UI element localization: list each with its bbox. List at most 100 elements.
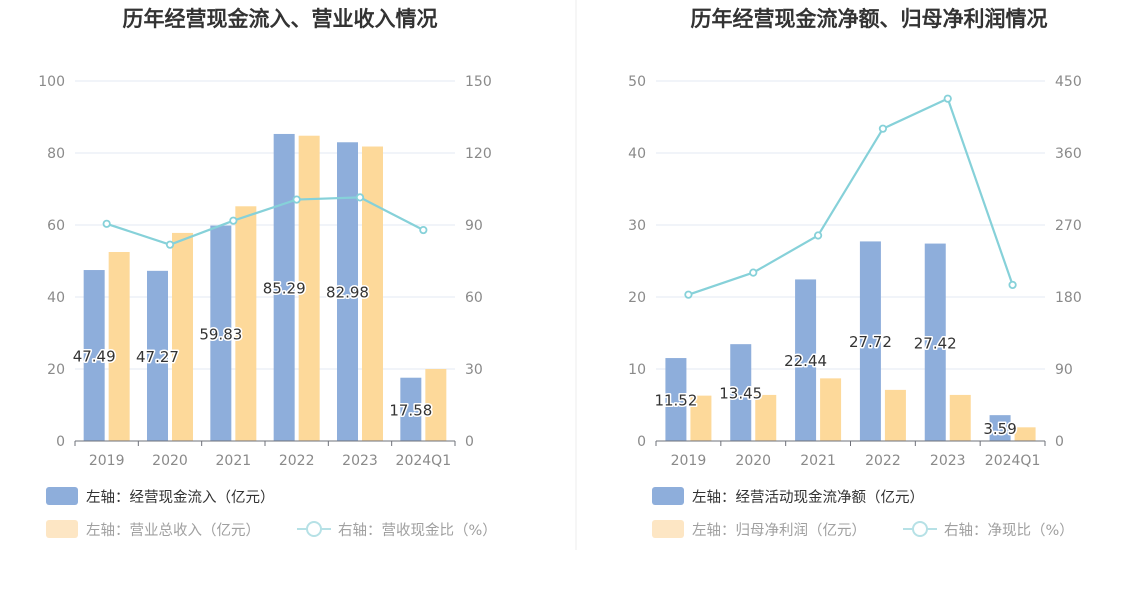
bar-primary	[147, 270, 168, 441]
y-right-tick-label: 450	[1055, 74, 1082, 90]
y-left-tick-label: 20	[628, 290, 646, 306]
ratio-point	[749, 268, 758, 277]
x-tick-label: 2021	[800, 453, 836, 469]
data-label: 59.83	[199, 325, 242, 343]
legend-label-ratio[interactable]: 右轴：净现比（%）	[944, 522, 1074, 539]
chart-title: 历年经营现金流净额、归母净利润情况	[691, 7, 1048, 31]
x-tick-label: 2022	[865, 453, 901, 469]
ratio-point	[292, 195, 301, 204]
x-tick-label: 2020	[735, 453, 771, 469]
data-label: 85.29	[263, 279, 306, 297]
legend-swatch-net-cashflow[interactable]	[652, 487, 684, 505]
ratio-point	[684, 290, 693, 299]
y-right-tick-label: 0	[465, 434, 474, 450]
data-label: 47.49	[73, 348, 116, 366]
ratio-point	[1008, 280, 1017, 290]
x-tick-label: 2021	[216, 453, 252, 469]
x-tick-label: 2019	[671, 453, 707, 469]
bar-primary	[730, 344, 752, 441]
legend-label-net-profit[interactable]: 左轴：归母净利润（亿元）	[692, 522, 866, 539]
bar-secondary	[690, 395, 712, 441]
y-right-tick-label: 270	[1055, 218, 1082, 234]
chart-cash-inflow-revenue: 历年经营现金流入、营业收入情况 0 0 20 30 40 60 60 90 80 120 100 15…	[38, 7, 497, 539]
data-labels: 11.52 13.45 22.44 27.72 27.42 3.59	[653, 332, 1018, 440]
x-tick-label: 2024Q1	[985, 453, 1041, 469]
y-left-tick-label: 30	[628, 218, 646, 234]
y-left-tick-label: 100	[38, 74, 65, 90]
bar-secondary	[298, 135, 320, 441]
legend-swatch-cash-inflow[interactable]	[46, 487, 78, 505]
legend-swatch-net-profit[interactable]	[652, 520, 684, 538]
y-left-tick-label: 60	[47, 218, 65, 234]
bar-primary	[400, 377, 422, 441]
bar-primary	[924, 243, 946, 441]
legend-marker-ratio-icon[interactable]	[912, 521, 928, 537]
axes: 0 0 20 30 40 60 60 90 80 120 100 150 2019 2020 2021 202…	[38, 74, 491, 469]
ratio-point	[229, 216, 238, 225]
chart-title: 历年经营现金流入、营业收入情况	[123, 7, 438, 31]
bar-secondary	[425, 369, 447, 441]
bar-secondary	[235, 206, 257, 441]
ratio-point	[878, 124, 888, 133]
data-label: 17.58	[389, 401, 432, 419]
bar-secondary	[108, 252, 130, 441]
y-right-tick-label: 360	[1055, 146, 1082, 162]
y-left-tick-label: 20	[47, 362, 65, 378]
y-left-tick-label: 40	[47, 290, 65, 306]
legend: 左轴：经营现金流入（亿元） 左轴：营业总收入（亿元） 右轴：营收现金比（%）	[46, 487, 497, 539]
data-label: 27.42	[914, 334, 957, 352]
legend-label-cash-inflow[interactable]: 左轴：经营现金流入（亿元）	[86, 489, 275, 506]
y-left-tick-label: 0	[637, 434, 646, 450]
y-right-tick-label: 60	[465, 290, 483, 306]
bar-primary	[210, 225, 232, 441]
ratio-point	[813, 231, 823, 240]
ratio-line	[684, 94, 1017, 299]
y-right-tick-label: 150	[465, 74, 492, 90]
grid	[656, 80, 1045, 370]
bar-primary	[795, 279, 817, 441]
ratio-point	[419, 225, 428, 235]
bar-primary	[83, 270, 105, 441]
data-label: 22.44	[784, 352, 827, 370]
bar-secondary	[172, 232, 193, 441]
y-left-tick-label: 40	[628, 146, 646, 162]
x-tick-label: 2022	[279, 453, 315, 469]
grid	[75, 80, 455, 370]
y-right-tick-label: 90	[465, 218, 483, 234]
y-left-tick-label: 0	[56, 434, 65, 450]
bar-primary	[859, 241, 881, 441]
x-tick-label: 2023	[930, 453, 966, 469]
y-right-tick-label: 180	[1055, 290, 1082, 306]
y-left-tick-label: 50	[628, 74, 646, 90]
bar-secondary	[362, 146, 383, 441]
legend: 左轴：经营活动现金流净额（亿元） 左轴：归母净利润（亿元） 右轴：净现比（%）	[652, 487, 1074, 539]
data-labels: 47.49 47.27 59.83 85.29 82.98 17.58	[71, 278, 434, 421]
data-label: 82.98	[326, 284, 369, 302]
data-label: 27.72	[849, 333, 892, 351]
ratio-point	[355, 193, 365, 202]
x-tick-label: 2024Q1	[396, 453, 452, 469]
data-label: 3.59	[983, 420, 1016, 438]
legend-label-revenue[interactable]: 左轴：营业总收入（亿元）	[86, 522, 260, 539]
legend-label-net-cashflow[interactable]: 左轴：经营活动现金流净额（亿元）	[692, 489, 924, 506]
bar-secondary	[884, 389, 906, 441]
bars	[83, 133, 447, 441]
ratio-point	[165, 240, 175, 249]
chart-net-cashflow-profit: 历年经营现金流净额、归母净利润情况 0 0 10 90 20 180 30 270 40 360 5…	[628, 7, 1082, 539]
legend-label-ratio[interactable]: 右轴：营收现金比（%）	[338, 522, 497, 539]
legend-marker-ratio-icon[interactable]	[306, 521, 322, 537]
ratio-line-path	[688, 97, 1014, 296]
legend-swatch-revenue[interactable]	[46, 520, 78, 538]
y-left-tick-label: 80	[47, 146, 65, 162]
ratio-point	[943, 94, 952, 103]
y-right-tick-label: 120	[465, 146, 492, 162]
ratio-line-path	[106, 196, 424, 246]
bar-secondary	[1014, 427, 1036, 441]
x-tick-label: 2019	[89, 453, 125, 469]
bar-secondary	[755, 394, 777, 441]
axes: 0 0 10 90 20 180 30 270 40 360 50 450 2019 2020 2021 20…	[628, 74, 1082, 469]
data-label: 11.52	[654, 392, 697, 410]
y-left-tick-label: 10	[628, 362, 646, 378]
y-right-tick-label: 0	[1055, 434, 1064, 450]
